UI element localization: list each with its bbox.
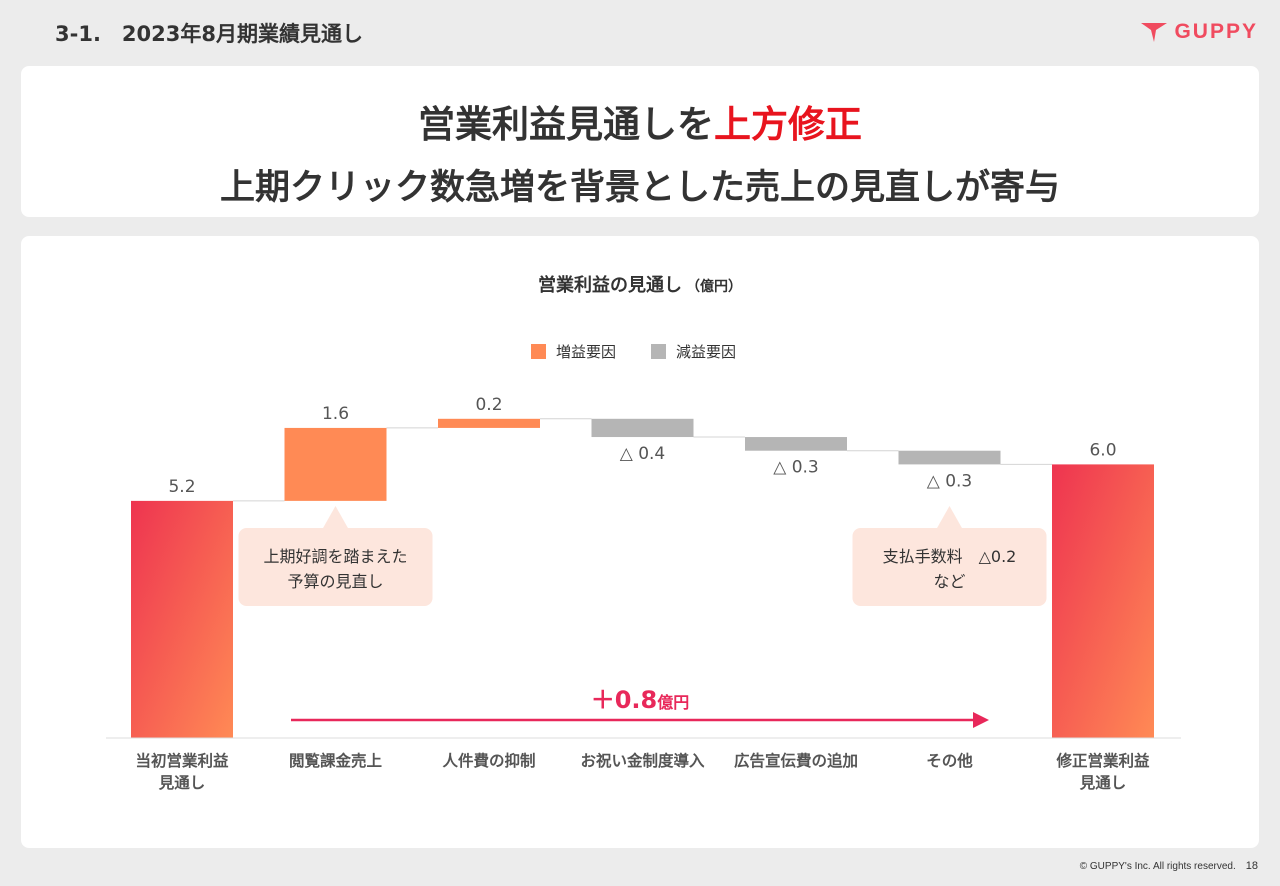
bar-decrease [591,418,694,438]
callout-text: など [933,572,965,591]
callout-bg [852,528,1047,606]
headline-line2: 上期クリック数急増を背景とした売上の見直しが寄与 [219,168,1060,208]
delta-label: ＋0.8億円 [591,686,690,714]
legend-swatch [651,344,666,359]
value-label: △ 0.3 [773,458,819,478]
callout-text: 支払手数料 △0.2 [883,547,1017,566]
chart-title: 営業利益の見通し （億円） [538,274,742,296]
guppy-logo: GUPPY [1140,20,1258,44]
slide-title: 3-1. 2023年8月期業績見通し [55,22,363,46]
x-tick-label: 見通し [1079,774,1127,792]
x-tick-label: お祝い金制度導入 [580,751,705,770]
delta-arrow-head [973,712,989,728]
x-tick-label: 人件費の抑制 [442,751,535,770]
guppy-fish-icon [1141,23,1168,42]
value-label: 5.2 [168,477,195,497]
headline-highlight: 上方修正 [714,103,862,146]
headline-line1: 営業利益見通しを上方修正 [21,94,1259,148]
page-number: 18 [1245,860,1258,872]
callout-box: 支払手数料 △0.2 など [852,506,1047,606]
logo-text: GUPPY [1174,20,1258,43]
callout-pointer [936,506,963,529]
legend-label: 減益要因 [676,343,736,361]
value-label: 0.2 [475,395,502,415]
bar-increase [438,418,540,428]
x-tick-label: 広告宣伝費の追加 [734,751,858,770]
callout-pointer [322,506,349,529]
callout-text: 予算の見直し [287,572,383,591]
legend-swatch [531,344,546,359]
value-label: △ 0.4 [620,444,666,464]
bar-decrease [898,450,1001,465]
x-tick-label: 閲覧課金売上 [289,751,383,770]
x-tick-label: その他 [926,751,973,770]
bar-total [1052,464,1154,738]
footer: © GUPPY's Inc. All rights reserved. 18 [1080,860,1258,872]
waterfall-chart: 営業利益の見通し （億円） 増益要因 減益要因 5.2 1.6 0.2 △ 0.4 △ 0.… [106,274,1181,792]
x-tick-label: 当初営業利益 [135,751,229,770]
value-label: 6.0 [1089,440,1116,460]
value-label: △ 0.3 [927,471,973,491]
value-label: 1.6 [322,404,349,424]
callout-text: 上期好調を踏まえた [263,547,407,566]
bar-increase [284,427,387,501]
x-tick-label: 見通し [158,774,206,792]
legend-label: 増益要因 [556,343,616,361]
callout-bg [238,528,433,606]
copyright-text: © GUPPY's Inc. All rights reserved. [1079,861,1236,872]
x-tick-label: 修正営業利益 [1055,751,1150,770]
bar-total [131,500,233,738]
headline-prefix: 営業利益見通しを [418,103,714,146]
chart-card: 営業利益の見通し （億円） 増益要因 減益要因 5.2 1.6 0.2 △ 0.4 △ 0.… [21,236,1259,848]
bar-decrease [745,437,847,451]
headline-card: 営業利益見通しを上方修正 上期クリック数急増を背景とした売上の見直しが寄与 [21,66,1259,217]
